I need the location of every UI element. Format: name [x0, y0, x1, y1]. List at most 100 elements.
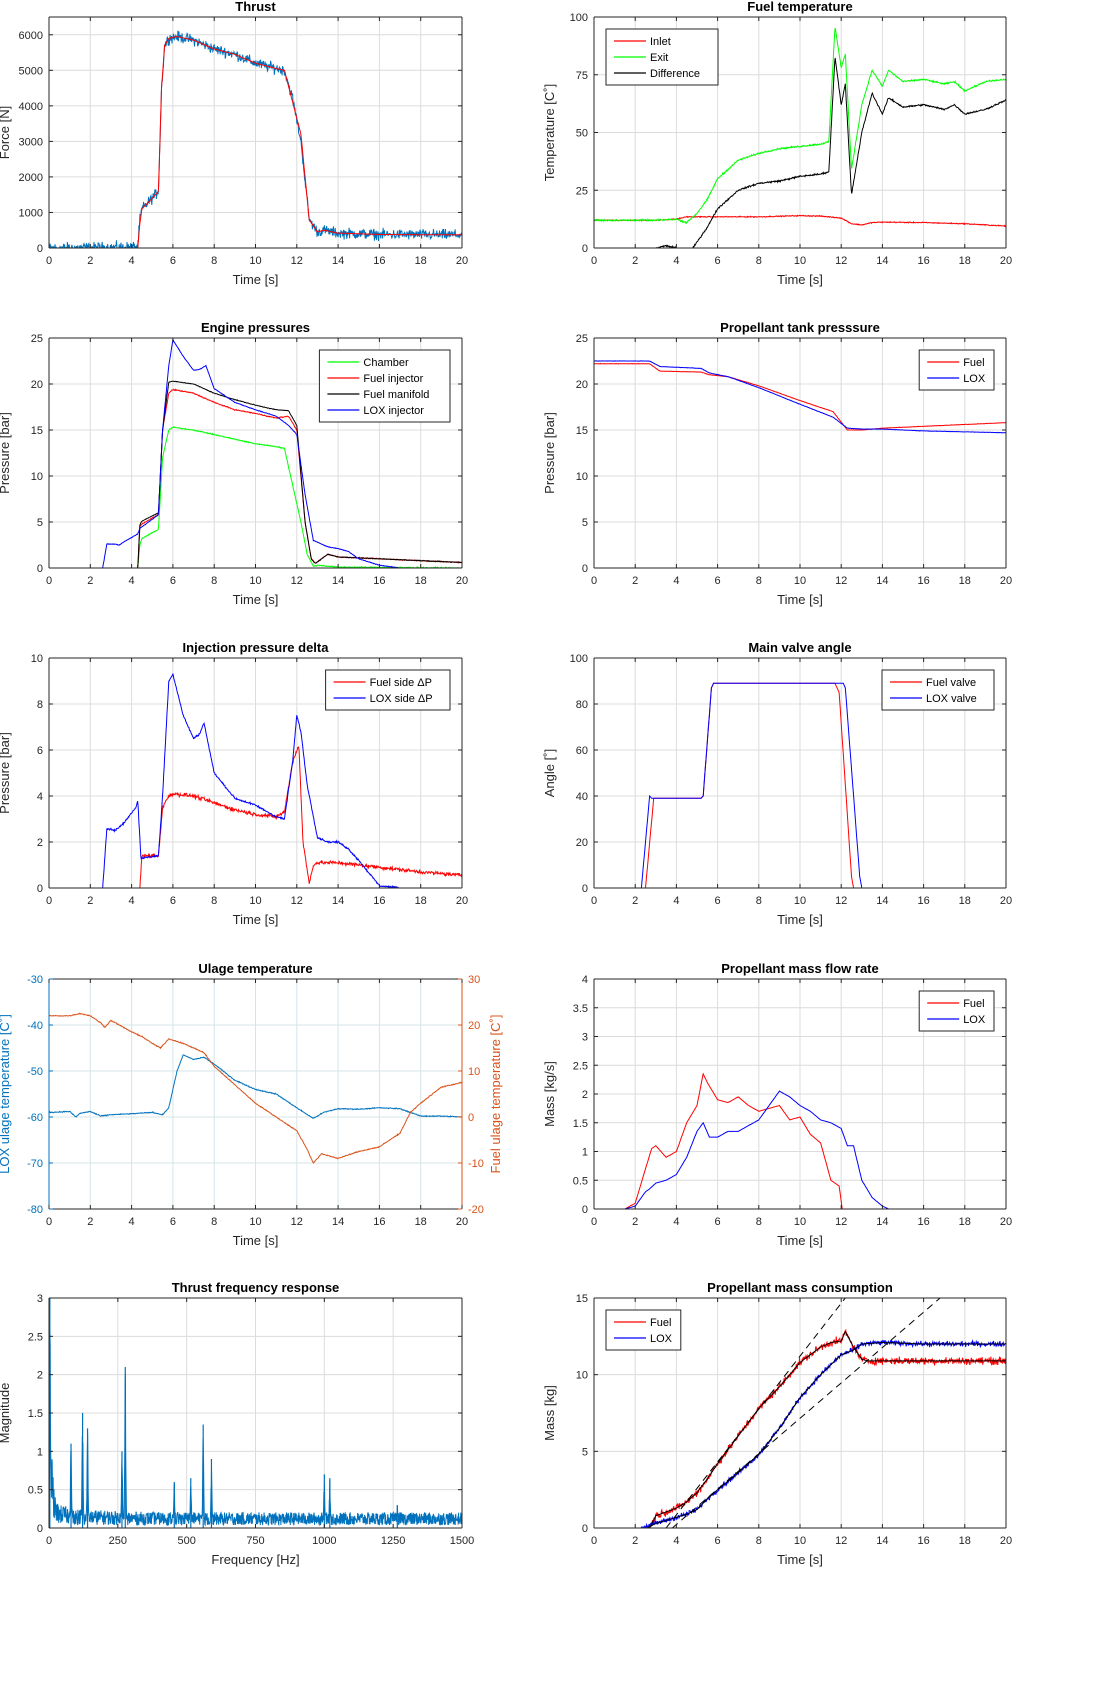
y-axis-label: Force [N] [0, 106, 12, 159]
legend-label: Fuel [963, 998, 984, 1010]
x-tick-label: 20 [456, 1216, 468, 1228]
x-tick-label: 8 [756, 575, 762, 587]
y-tick-label: -70 [27, 1158, 43, 1170]
series-group [594, 360, 1006, 434]
legend: Fuel valve LOX valve [881, 669, 995, 711]
x-tick-label: 1500 [450, 1535, 474, 1547]
x-tick-label: 8 [756, 1535, 762, 1547]
series-line-lox-trend [671, 1298, 941, 1528]
legend: Fuel LOX [918, 349, 995, 391]
y-tick-label: 100 [570, 12, 588, 24]
y-right-tick-label: -20 [468, 1204, 484, 1216]
y-tick-label: 0 [37, 563, 43, 575]
x-tick-label: 10 [794, 1216, 806, 1228]
x-axis-label: Time [s] [777, 1552, 823, 1567]
x-tick-label: 16 [917, 1216, 929, 1228]
series-group [49, 673, 462, 888]
x-tick-label: 10 [794, 575, 806, 587]
y-tick-label: -80 [27, 1204, 43, 1216]
x-tick-label: 12 [291, 895, 303, 907]
y-tick-label: 40 [576, 791, 588, 803]
legend-box [881, 669, 995, 711]
x-tick-label: 2 [87, 255, 93, 267]
legend-label: Fuel [963, 357, 984, 369]
legend-box [918, 990, 995, 1032]
y-tick-label: 5 [582, 517, 588, 529]
legend: Chamber Fuel injector Fuel manifold LOX inj… [318, 349, 451, 423]
x-tick-label: 0 [591, 1535, 597, 1547]
legend-label: Fuel side ΔP [370, 677, 432, 689]
legend-label: LOX injector [363, 405, 424, 417]
x-tick-label: 0 [591, 255, 597, 267]
x-tick-label: 18 [959, 255, 971, 267]
x-tick-label: 18 [415, 255, 427, 267]
legend: Fuel LOX [918, 990, 995, 1032]
y-tick-label: 25 [576, 333, 588, 345]
x-tick-label: 12 [835, 1535, 847, 1547]
x-tick-label: 12 [835, 895, 847, 907]
y-right-tick-label: 30 [468, 974, 480, 986]
x-tick-label: 2 [87, 1216, 93, 1228]
series-line-difference [594, 57, 1006, 248]
y-tick-label: 25 [31, 333, 43, 345]
x-tick-label: 12 [835, 575, 847, 587]
chart-thrust: 0 2 4 6 8 10 12 14 16 18 20 0 1000 2000 3000 4000 5000 60… [0, 0, 468, 287]
x-tick-label: 1000 [312, 1535, 336, 1547]
x-tick-label: 10 [249, 575, 261, 587]
series-line-lox-ulage-temperature [49, 1054, 462, 1119]
y-tick-label: 1.5 [28, 1408, 43, 1420]
y-tick-label: 0 [37, 243, 43, 255]
series-line-fuel [594, 362, 1006, 431]
y-tick-label: 5000 [19, 65, 43, 77]
y-tick-label: 20 [576, 379, 588, 391]
y-axis-label: Pressure [bar] [542, 412, 557, 494]
legend-label: LOX valve [926, 693, 977, 705]
y-tick-label: 25 [576, 185, 588, 197]
series-line-lox-smoothed- [594, 1342, 1006, 1528]
legend-label: Fuel valve [926, 677, 976, 689]
y-tick-label: 2000 [19, 172, 43, 184]
series-group [49, 30, 462, 248]
x-tick-label: 18 [415, 575, 427, 587]
y-tick-label: 0.5 [28, 1485, 43, 1497]
x-tick-label: 18 [959, 895, 971, 907]
x-axis-label: Frequency [Hz] [211, 1552, 299, 1567]
x-axis-label: Time [s] [777, 912, 823, 927]
x-tick-label: 10 [794, 255, 806, 267]
series-line-filtered-thrust [49, 35, 462, 248]
y-axis-label: Pressure [bar] [0, 412, 12, 494]
x-tick-label: 20 [1000, 895, 1012, 907]
chart-title: Engine pressures [201, 320, 310, 335]
y-right-tick-label: -10 [468, 1158, 484, 1170]
x-tick-label: 16 [373, 895, 385, 907]
series-group [49, 1012, 462, 1164]
x-tick-label: 6 [170, 255, 176, 267]
series-line-fuel-side-p [49, 746, 462, 888]
x-tick-label: 2 [632, 575, 638, 587]
x-tick-label: 0 [46, 255, 52, 267]
chart-title: Thrust [235, 0, 276, 14]
x-tick-label: 16 [373, 255, 385, 267]
x-tick-label: 14 [876, 1216, 888, 1228]
x-tick-label: 750 [246, 1535, 264, 1547]
chart-title: Ulage temperature [198, 961, 312, 976]
legend-label: LOX [650, 1333, 673, 1345]
legend-box [325, 669, 451, 711]
y-right-tick-label: 0 [468, 1112, 474, 1124]
y-tick-label: 10 [576, 1370, 588, 1382]
chart-title: Fuel temperature [747, 0, 852, 14]
y-tick-label: 6 [37, 745, 43, 757]
x-tick-label: 10 [249, 255, 261, 267]
y-axis-label: Temperature [C˚] [542, 84, 557, 182]
y-tick-label: 2.5 [573, 1060, 588, 1072]
chart-propellant-tank-pressure: 0 2 4 6 8 10 12 14 16 18 20 0 5 10 15 20 25 Propellant ta… [542, 320, 1012, 607]
x-tick-label: 14 [876, 1535, 888, 1547]
series-group [594, 1072, 1006, 1209]
x-tick-label: 18 [959, 1535, 971, 1547]
y-tick-label: 4 [582, 974, 588, 986]
y-tick-label: 5 [582, 1446, 588, 1458]
x-tick-label: 20 [456, 575, 468, 587]
x-tick-label: 8 [756, 1216, 762, 1228]
y-tick-label: 80 [576, 699, 588, 711]
